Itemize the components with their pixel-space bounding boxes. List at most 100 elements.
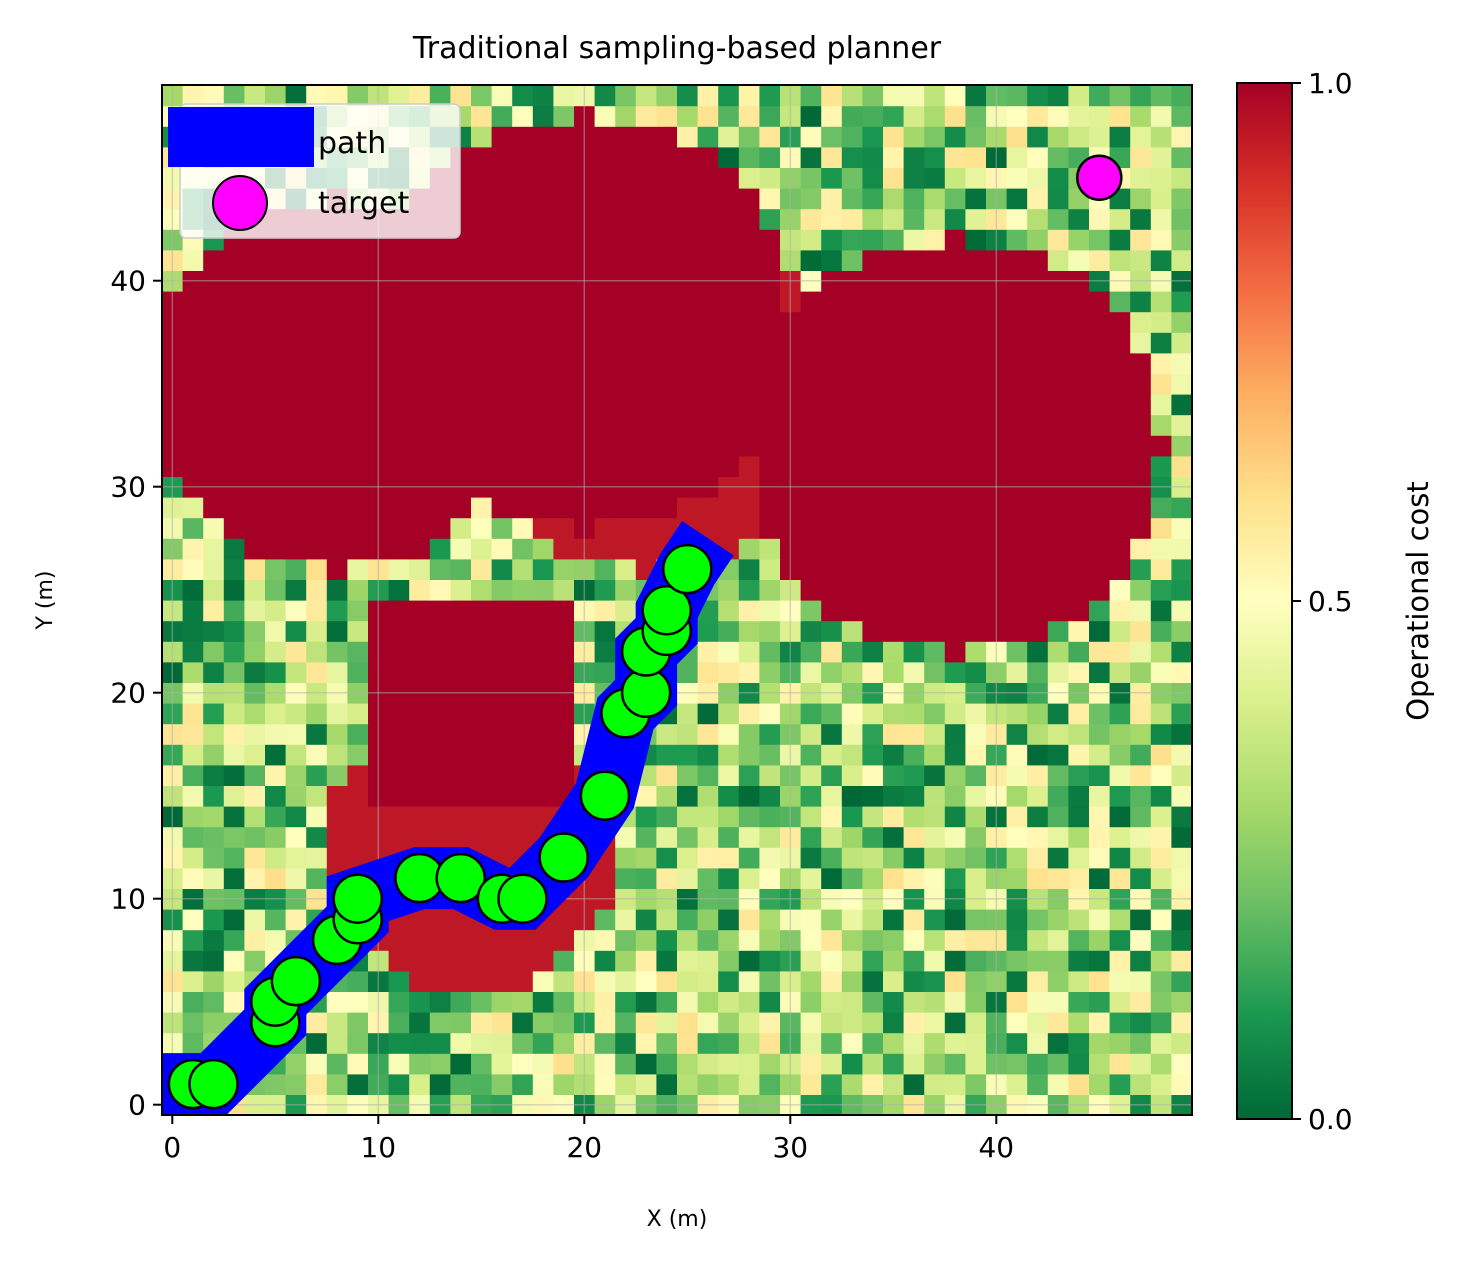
heatmap-cell (450, 970, 472, 992)
heatmap-cell (718, 620, 740, 642)
heatmap-cell (635, 146, 657, 168)
heatmap-cell (491, 414, 513, 436)
heatmap-cell (409, 641, 431, 663)
heatmap-cell (862, 703, 884, 725)
heatmap-cell (738, 538, 760, 560)
heatmap-cell (594, 1032, 616, 1054)
heatmap-cell (512, 105, 534, 127)
heatmap-cell (409, 661, 431, 683)
heatmap-cell (903, 208, 925, 230)
heatmap-cell (883, 991, 905, 1013)
heatmap-cell (409, 538, 431, 560)
heatmap-cell (1130, 703, 1152, 725)
heatmap-cell (1150, 85, 1172, 107)
heatmap-cell (965, 744, 987, 766)
heatmap-cell (429, 352, 451, 374)
heatmap-cell (841, 723, 863, 745)
heatmap-cell (759, 311, 781, 333)
heatmap-cell (223, 291, 245, 313)
heatmap-cell (965, 1073, 987, 1095)
heatmap-cell (1027, 291, 1049, 313)
heatmap-cell (841, 785, 863, 807)
heatmap-cell (1068, 85, 1090, 107)
heatmap-cell (738, 620, 760, 642)
heatmap-cell (1109, 1012, 1131, 1034)
plot-frame (161, 84, 1193, 1116)
heatmap-cell (635, 847, 657, 869)
heatmap-cell (1027, 909, 1049, 931)
heatmap-cell (841, 558, 863, 580)
heatmap-cell (1130, 1073, 1152, 1095)
heatmap-cell (738, 373, 760, 395)
heatmap-cell (677, 826, 699, 848)
heatmap-cell (491, 126, 513, 148)
heatmap-cell (388, 249, 410, 271)
heatmap-cell (429, 497, 451, 519)
heatmap-cell (388, 806, 410, 828)
heatmap-cell (388, 517, 410, 539)
heatmap-cell (347, 579, 369, 601)
heatmap-cell (862, 1053, 884, 1075)
heatmap-cell (821, 1053, 843, 1075)
heatmap-cell (903, 703, 925, 725)
heatmap-cell (903, 641, 925, 663)
heatmap-cell (800, 208, 822, 230)
heatmap-cell (265, 785, 287, 807)
heatmap-cell (738, 249, 760, 271)
heatmap-cell (306, 311, 328, 333)
heatmap-cell (429, 249, 451, 271)
heatmap-cell (821, 126, 843, 148)
heatmap-cell (800, 620, 822, 642)
heatmap-cell (821, 867, 843, 889)
heatmap-cell (1027, 208, 1049, 230)
heatmap-cell (759, 517, 781, 539)
heatmap-cell (409, 85, 431, 107)
heatmap-cell (718, 847, 740, 869)
heatmap-cell (800, 249, 822, 271)
heatmap-cell (409, 394, 431, 416)
heatmap-cell (1171, 497, 1192, 519)
heatmap-cell (244, 311, 266, 333)
heatmap-cell (1109, 661, 1131, 683)
heatmap-cell (862, 455, 884, 477)
heatmap-cell (821, 744, 843, 766)
heatmap-cell (306, 661, 328, 683)
heatmap-cell (203, 909, 225, 931)
heatmap-cell (1150, 167, 1172, 189)
heatmap-cell (182, 352, 204, 374)
heatmap-cell (635, 188, 657, 210)
heatmap-cell (491, 950, 513, 972)
heatmap-cell (471, 991, 493, 1013)
heatmap-cell (759, 744, 781, 766)
heatmap-cell (223, 579, 245, 601)
heatmap-cell (903, 1012, 925, 1034)
heatmap-cell (718, 1012, 740, 1034)
heatmap-cell (615, 517, 637, 539)
heatmap-cell (1109, 394, 1131, 416)
heatmap-cell (821, 311, 843, 333)
heatmap-cell (677, 352, 699, 374)
heatmap-cell (944, 352, 966, 374)
heatmap-cell (635, 105, 657, 127)
heatmap-cell (491, 352, 513, 374)
heatmap-cell (924, 909, 946, 931)
heatmap-cell (326, 703, 348, 725)
heatmap-cell (677, 188, 699, 210)
heatmap-cell (532, 85, 554, 107)
heatmap-cell (883, 291, 905, 313)
heatmap-cell (718, 1073, 740, 1095)
heatmap-cell (265, 332, 287, 354)
heatmap-cell (326, 744, 348, 766)
colorbar-tick-label: 1.0 (1308, 67, 1353, 100)
heatmap-cell (244, 744, 266, 766)
heatmap-cell (841, 497, 863, 519)
heatmap-cell (924, 229, 946, 251)
heatmap-cell (862, 332, 884, 354)
heatmap-cell (1027, 641, 1049, 663)
heatmap-cell (491, 723, 513, 745)
heatmap-cell (738, 826, 760, 848)
heatmap-cell (800, 1073, 822, 1095)
heatmap-cell (512, 311, 534, 333)
heatmap-cell (388, 1012, 410, 1034)
heatmap-cell (924, 847, 946, 869)
